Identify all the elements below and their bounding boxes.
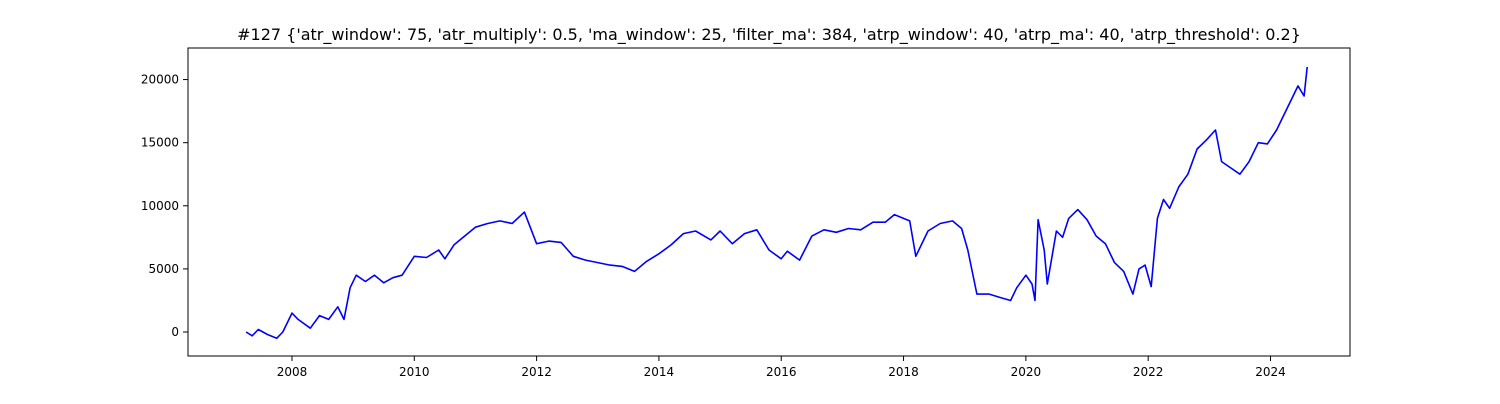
x-tick-label: 2022 xyxy=(1133,365,1164,379)
series-line-0 xyxy=(245,66,1308,340)
x-tick-label: 2020 xyxy=(1011,365,1042,379)
axes-frame xyxy=(187,47,1351,357)
x-tick-label: 2024 xyxy=(1255,365,1286,379)
y-tick-label: 10000 xyxy=(141,199,179,213)
x-tick-label: 2016 xyxy=(766,365,797,379)
x-tick-label: 2018 xyxy=(888,365,919,379)
x-tick-label: 2010 xyxy=(399,365,430,379)
x-tick-label: 2014 xyxy=(644,365,675,379)
y-tick-label: 15000 xyxy=(141,136,179,150)
x-tick-label: 2012 xyxy=(521,365,552,379)
x-tick-label: 2008 xyxy=(277,365,308,379)
y-tick-label: 0 xyxy=(171,325,179,339)
y-tick-label: 5000 xyxy=(148,262,179,276)
y-tick-label: 20000 xyxy=(141,73,179,87)
chart-title: #127 {'atr_window': 75, 'atr_multiply': … xyxy=(237,25,1301,45)
